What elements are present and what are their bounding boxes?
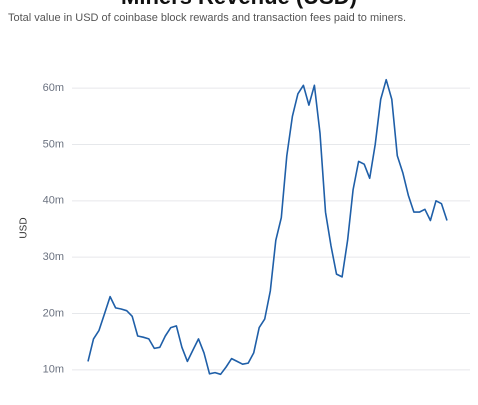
y-tick-label: 60m [43,82,64,94]
y-tick-label: 40m [43,195,64,207]
chart-subtitle: Total value in USD of coinbase block rew… [8,12,406,24]
chart-title: Miners Revenue (USD) [121,0,357,9]
y-tick-label: 50m [43,138,64,150]
y-tick-label: 10m [43,364,64,376]
y-tick-label: 20m [43,307,64,319]
y-axis-label: USD [19,217,30,238]
line-series [87,78,448,376]
y-tick-label: 30m [43,251,64,263]
